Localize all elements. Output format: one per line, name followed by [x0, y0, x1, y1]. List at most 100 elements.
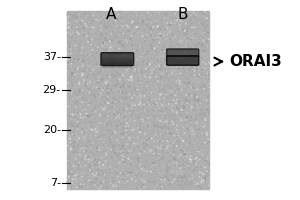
Point: [162, 64, 167, 67]
Point: [176, 59, 181, 62]
Point: [203, 119, 208, 122]
Point: [91, 117, 96, 120]
Point: [87, 20, 92, 23]
Point: [188, 75, 193, 78]
Point: [179, 33, 184, 36]
Point: [157, 61, 162, 65]
Point: [147, 70, 152, 73]
Point: [91, 116, 96, 119]
Point: [101, 131, 106, 134]
Point: [75, 53, 80, 56]
Point: [72, 151, 76, 154]
Point: [148, 104, 152, 107]
Point: [180, 176, 184, 179]
Point: [203, 67, 208, 70]
Point: [77, 106, 82, 109]
Point: [88, 136, 92, 140]
Point: [200, 85, 204, 88]
Point: [133, 68, 138, 71]
Point: [69, 62, 74, 65]
Point: [148, 76, 153, 79]
Point: [109, 124, 114, 127]
Point: [74, 73, 79, 76]
Point: [167, 131, 172, 134]
Point: [158, 101, 163, 105]
Point: [138, 164, 142, 167]
Point: [167, 15, 172, 18]
Point: [108, 82, 113, 85]
Point: [138, 56, 143, 59]
Point: [103, 89, 107, 92]
Point: [126, 41, 131, 44]
Point: [69, 104, 74, 107]
Point: [205, 80, 210, 83]
Point: [155, 59, 160, 62]
Point: [188, 159, 193, 162]
Point: [198, 102, 203, 105]
Point: [170, 109, 175, 112]
Point: [134, 32, 139, 36]
Point: [196, 68, 201, 72]
Point: [93, 127, 98, 130]
Point: [179, 88, 184, 91]
Point: [120, 59, 125, 62]
Point: [116, 26, 121, 29]
Point: [125, 183, 130, 186]
Point: [205, 128, 210, 131]
Point: [141, 140, 146, 143]
Point: [153, 19, 158, 23]
Point: [169, 31, 174, 34]
Point: [198, 85, 203, 88]
Point: [76, 33, 80, 36]
Point: [106, 124, 111, 127]
Point: [185, 37, 190, 40]
Point: [199, 32, 204, 35]
Point: [200, 117, 205, 120]
Point: [114, 184, 118, 187]
Point: [105, 63, 110, 67]
Point: [98, 107, 103, 111]
Point: [105, 44, 110, 47]
Point: [126, 149, 131, 152]
Point: [168, 15, 172, 18]
Point: [163, 50, 167, 53]
Point: [130, 81, 135, 85]
Point: [181, 80, 185, 83]
Point: [120, 142, 125, 145]
Point: [151, 153, 156, 157]
Point: [87, 38, 92, 41]
Point: [75, 137, 80, 140]
Point: [173, 94, 178, 97]
Point: [172, 143, 176, 146]
Point: [92, 95, 97, 98]
Point: [115, 71, 120, 74]
Point: [141, 183, 146, 186]
Point: [172, 83, 176, 86]
Point: [69, 92, 74, 95]
Point: [116, 157, 121, 160]
Point: [172, 157, 176, 160]
Point: [190, 86, 195, 89]
Point: [154, 98, 159, 101]
Point: [126, 134, 131, 138]
Point: [73, 21, 77, 25]
Point: [121, 151, 126, 154]
Point: [188, 160, 193, 163]
Point: [165, 176, 170, 179]
Point: [204, 133, 209, 136]
Point: [128, 139, 132, 142]
Point: [164, 168, 168, 171]
Point: [126, 164, 131, 167]
Point: [158, 119, 163, 122]
Point: [101, 114, 106, 117]
Point: [97, 96, 102, 99]
Point: [121, 73, 125, 77]
Point: [181, 109, 186, 112]
Point: [76, 49, 81, 52]
Point: [178, 165, 182, 168]
Point: [85, 82, 90, 85]
Point: [68, 93, 73, 97]
Point: [74, 186, 79, 189]
Point: [124, 73, 129, 76]
Point: [130, 157, 134, 160]
